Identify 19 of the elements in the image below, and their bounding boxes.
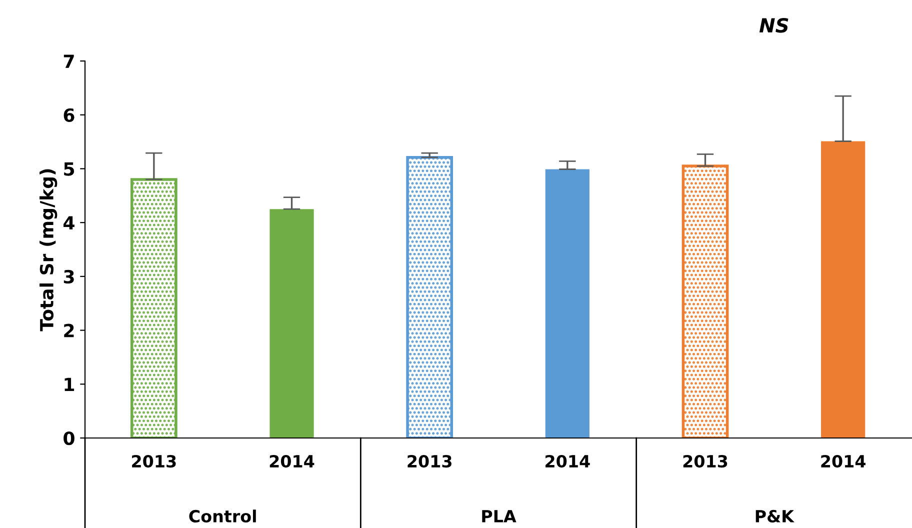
x-tick-label: 2013 (683, 454, 728, 468)
text: P&K (756, 510, 795, 523)
x-tick-label: 2014 (270, 454, 314, 468)
y-tick-label: 0 (64, 431, 74, 446)
x-tick-label: 2014 (821, 454, 866, 468)
y-tick-label: 3 (64, 270, 74, 284)
x-tick-label: 2014 (546, 454, 590, 468)
text: Control (189, 510, 256, 523)
text: PLA (482, 510, 516, 522)
y-tick-label: 4 (64, 216, 74, 230)
text: NS (759, 18, 788, 33)
y-tick-label: 7 (64, 54, 74, 68)
x-tick-label: 2013 (408, 454, 452, 468)
y-tick-label: 5 (64, 162, 74, 176)
y-tick-label: 2 (64, 324, 74, 338)
y-tick-label: 6 (64, 108, 74, 122)
y-axis-title: Total Sr (mg/kg) (40, 169, 58, 332)
x-tick-label: 2013 (132, 454, 176, 468)
y-tick-label: 1 (64, 378, 74, 392)
